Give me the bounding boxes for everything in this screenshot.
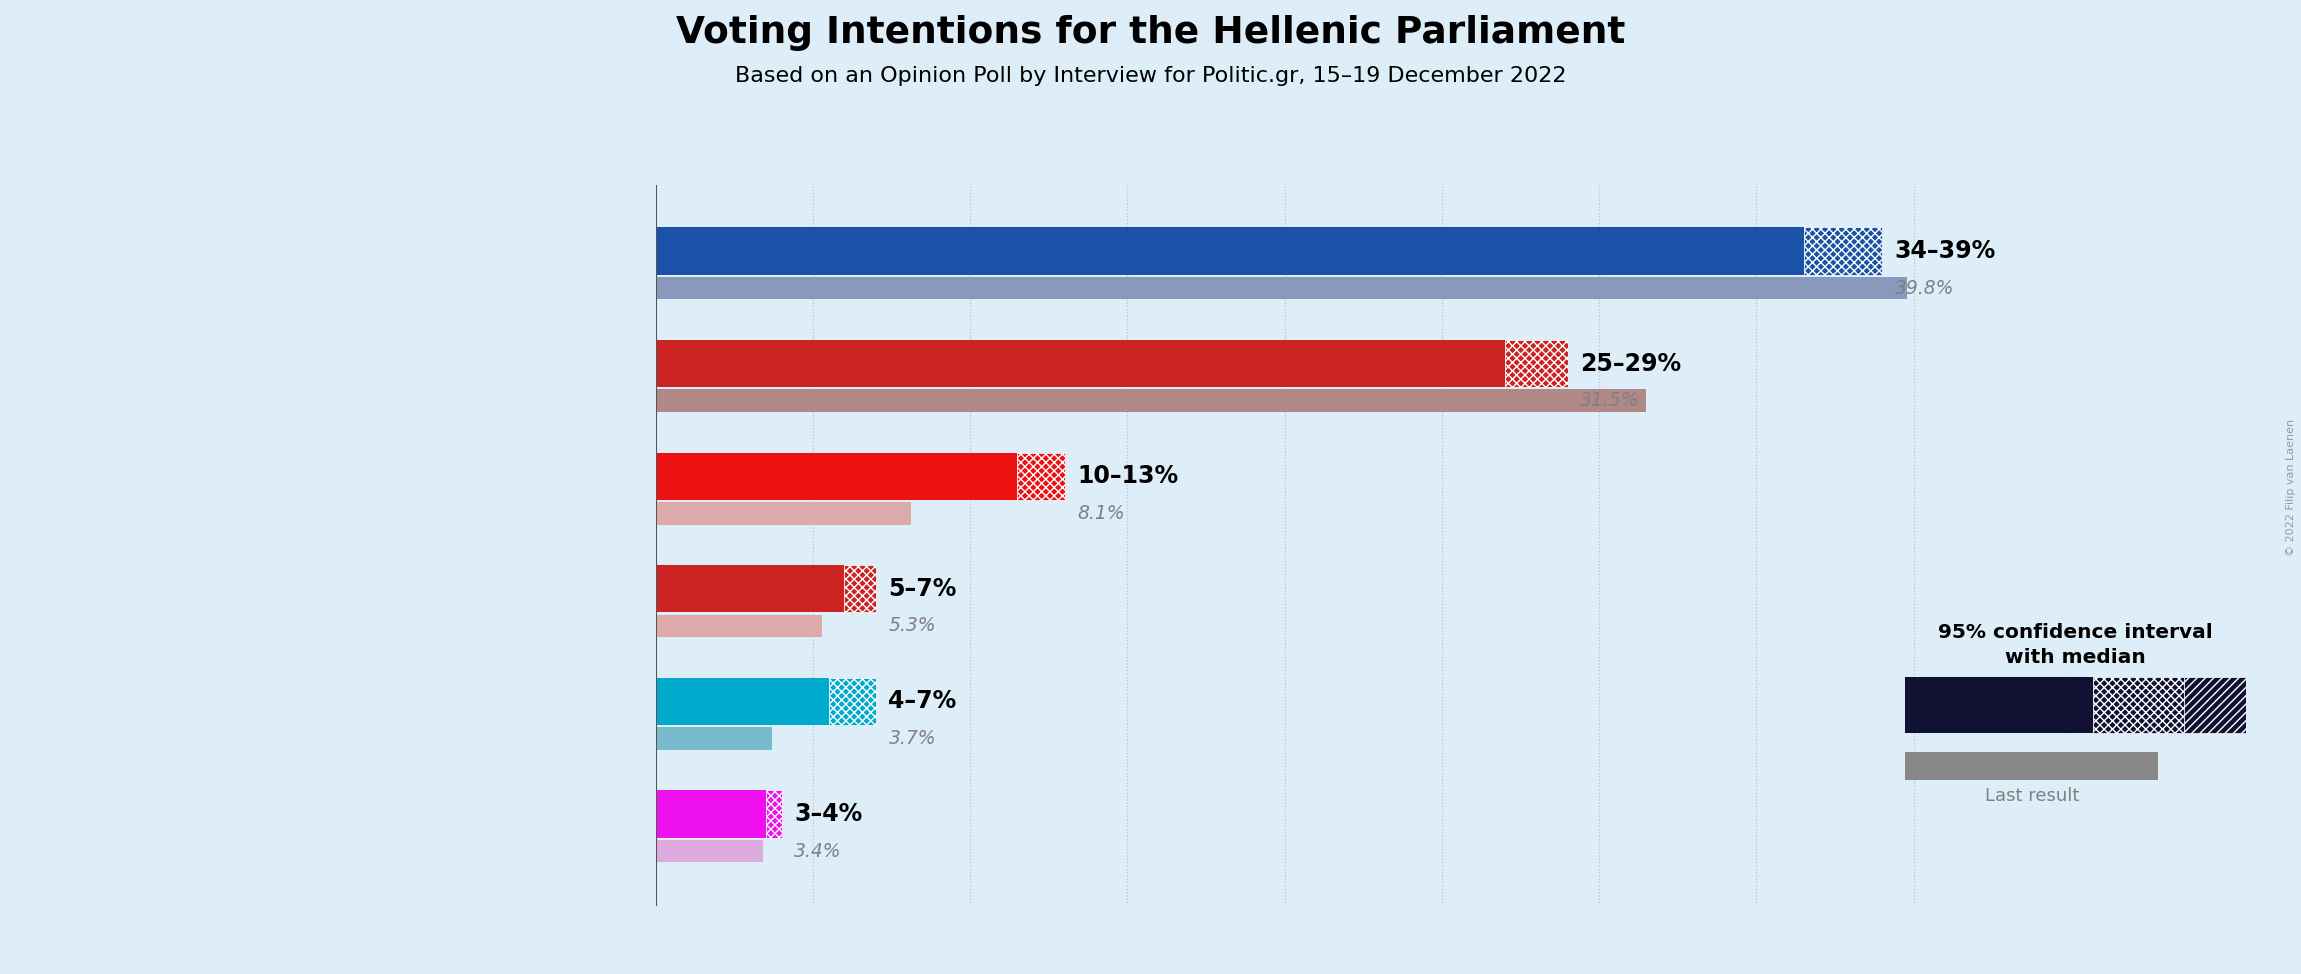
Text: 34–39%: 34–39% <box>1894 239 1995 263</box>
Text: © 2022 Filip van Laenen: © 2022 Filip van Laenen <box>2287 419 2296 555</box>
Bar <box>656 615 821 637</box>
Text: Last result: Last result <box>1983 787 2080 805</box>
Bar <box>2184 677 2246 733</box>
Bar <box>656 678 828 725</box>
Text: 3.7%: 3.7% <box>888 730 937 748</box>
Text: 3.4%: 3.4% <box>794 842 842 861</box>
Text: 8.1%: 8.1% <box>1077 504 1125 523</box>
Text: 4–7%: 4–7% <box>888 690 957 713</box>
Bar <box>656 390 1648 412</box>
Text: Based on an Opinion Poll by Interview for Politic.gr, 15–19 December 2022: Based on an Opinion Poll by Interview fo… <box>734 66 1567 87</box>
Text: 5.3%: 5.3% <box>888 617 937 635</box>
Bar <box>656 277 1908 299</box>
Text: 39.8%: 39.8% <box>1894 279 1954 298</box>
Text: 31.5%: 31.5% <box>1581 392 1641 410</box>
Bar <box>656 453 1017 500</box>
Bar <box>1505 340 1567 388</box>
Bar <box>656 565 844 613</box>
Bar <box>656 502 911 525</box>
Text: 10–13%: 10–13% <box>1077 465 1178 488</box>
Bar <box>844 565 877 613</box>
Bar <box>2092 677 2184 733</box>
Bar <box>766 790 782 838</box>
Bar <box>1804 227 1882 275</box>
Text: 95% confidence interval
with median: 95% confidence interval with median <box>1937 623 2214 667</box>
Text: 5–7%: 5–7% <box>888 577 957 601</box>
Bar <box>656 790 766 838</box>
Bar <box>656 340 1505 388</box>
Bar <box>656 840 762 862</box>
Text: Voting Intentions for the Hellenic Parliament: Voting Intentions for the Hellenic Parli… <box>676 15 1625 51</box>
Bar <box>1905 677 2092 733</box>
Bar <box>828 678 877 725</box>
Bar <box>656 227 1804 275</box>
Bar <box>1017 453 1065 500</box>
Text: 25–29%: 25–29% <box>1581 352 1682 376</box>
Bar <box>656 728 773 750</box>
Text: 3–4%: 3–4% <box>794 802 863 826</box>
